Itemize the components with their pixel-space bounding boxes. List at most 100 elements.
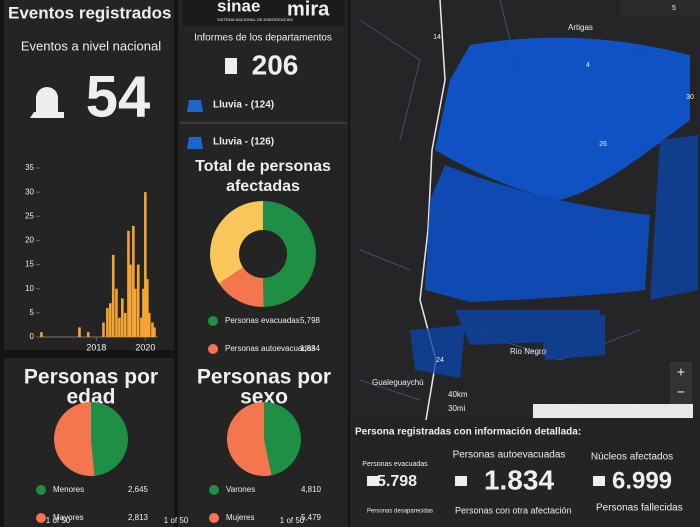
rain-icon (187, 137, 203, 149)
y-tick-label: 15 (25, 260, 34, 269)
y-tick-label: 0 (30, 332, 35, 341)
legend-value: 4,810 (301, 485, 322, 494)
summary-label: Personas fallecidas (596, 503, 683, 514)
legend-label: Mujeres (226, 513, 254, 522)
y-tick-label: 5 (30, 308, 35, 317)
chart-title: Personas por (24, 366, 158, 389)
chart-title: Personas por (197, 366, 331, 389)
scale-label: 30mi (448, 404, 466, 413)
bar (123, 312, 127, 337)
pager: 1 of 50 (46, 516, 71, 525)
y-tick-label: 25 (25, 211, 34, 220)
bar (109, 303, 112, 337)
bar (118, 317, 121, 337)
y-tick-label: 10 (25, 284, 34, 293)
bar (111, 254, 115, 337)
place-label: Artigas (568, 23, 593, 32)
summary-value: 5.798 (377, 473, 417, 490)
bar (102, 322, 105, 337)
bar (106, 308, 109, 337)
bar (115, 288, 118, 337)
x-tick-label: 2020 (135, 342, 155, 352)
slice (91, 402, 128, 476)
map-attribution: Esri, HERE, Garmin, FAO, NOAA, ... (536, 405, 682, 415)
legend-swatch (36, 485, 46, 495)
summary-label: Personas evacuadas (362, 461, 428, 468)
slice (210, 201, 263, 284)
road-label: 26 (599, 141, 607, 148)
reports-count: 206 (252, 49, 299, 80)
summary-label: Personas autoevacuadas (453, 450, 566, 461)
legend-swatch (208, 344, 218, 354)
y-tick-label: 30 (25, 187, 34, 196)
slice (226, 402, 272, 476)
road-label: 30 (686, 94, 694, 101)
summary-value: 1.834 (484, 464, 554, 495)
chart-title: afectadas (226, 178, 300, 195)
legend-label: Varones (226, 485, 255, 494)
legend-value: 1,834 (300, 344, 321, 353)
bar (153, 327, 156, 337)
events-count: 54 (86, 64, 151, 129)
chart-title: sexo (240, 386, 288, 409)
reports-title: Informes de los departamentos (194, 33, 332, 44)
slice (218, 267, 264, 307)
summary-icon (593, 476, 605, 486)
bar (132, 225, 135, 337)
bar (86, 332, 90, 337)
legend-swatch (209, 485, 219, 495)
logo-sinae: sinae (217, 0, 260, 15)
chart-title: Total de personas (195, 158, 331, 175)
events-title: Eventos a nivel nacional (21, 38, 161, 53)
legend-swatch (209, 513, 219, 523)
bar (151, 322, 154, 337)
legend-label: Mayores (53, 513, 84, 522)
legend-label: Personas autoevacuadas (225, 344, 315, 353)
legend-label: Menores (53, 485, 84, 494)
map (350, 0, 700, 421)
summary-icon (455, 476, 467, 486)
pager: 1 of 50 (164, 516, 189, 525)
legend-value: 2,813 (128, 513, 149, 522)
summary-label: Personas desaparecidas (367, 509, 433, 515)
report-item: Lluvia - (126) (213, 137, 274, 148)
road-label: 24 (436, 357, 444, 364)
slice (264, 402, 301, 476)
logo-bg (182, 0, 344, 26)
bar (78, 327, 81, 337)
bar (144, 192, 147, 337)
rain-icon (187, 100, 203, 112)
bar (147, 312, 151, 337)
legend-swatch (36, 513, 46, 523)
bar (40, 332, 43, 337)
road-label: 4 (586, 62, 590, 69)
logo-mira: mira (287, 0, 330, 20)
slice (53, 402, 95, 477)
legend-label: Personas evacuadas (225, 316, 300, 325)
road-label: 14 (433, 34, 441, 41)
y-tick-label: 35 (25, 163, 34, 172)
legend-swatch (208, 316, 218, 326)
bar (136, 264, 140, 337)
logo-sinae-sub: SISTEMA NACIONAL DE EMERGENCIAS (217, 17, 293, 22)
summary-label: Núcleos afectados (591, 452, 673, 463)
bar (142, 288, 145, 337)
zoom-button[interactable]: − (677, 384, 685, 400)
x-tick-label: 2018 (86, 342, 106, 352)
bar (134, 288, 137, 337)
panel-title: Eventos registrados en (8, 3, 196, 22)
report-item: Lluvia - (124) (213, 100, 274, 111)
summary-icon (367, 476, 379, 486)
legend-value: 5,798 (300, 316, 321, 325)
place-label: Rio Negro (510, 347, 547, 356)
bar (127, 230, 130, 337)
legend-value: 5,479 (301, 513, 322, 522)
scale-label: 40km (448, 390, 468, 399)
bar (121, 298, 124, 337)
place-label: Gualeguaychú (372, 378, 424, 387)
y-tick-label: 20 (25, 236, 34, 245)
zoom-button[interactable]: + (677, 364, 685, 380)
slice (263, 201, 317, 307)
bar (146, 279, 149, 337)
road-label: 5 (672, 5, 676, 12)
